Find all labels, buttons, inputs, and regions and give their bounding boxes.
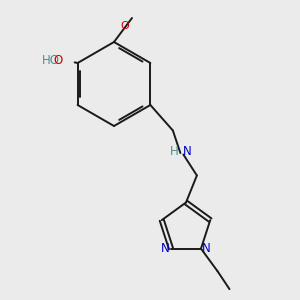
Text: HO: HO — [42, 53, 60, 67]
Text: O: O — [53, 53, 63, 67]
Text: O: O — [120, 21, 129, 31]
Text: N: N — [161, 242, 170, 255]
Text: H: H — [169, 145, 178, 158]
Text: N: N — [202, 242, 211, 255]
Text: N: N — [183, 145, 191, 158]
